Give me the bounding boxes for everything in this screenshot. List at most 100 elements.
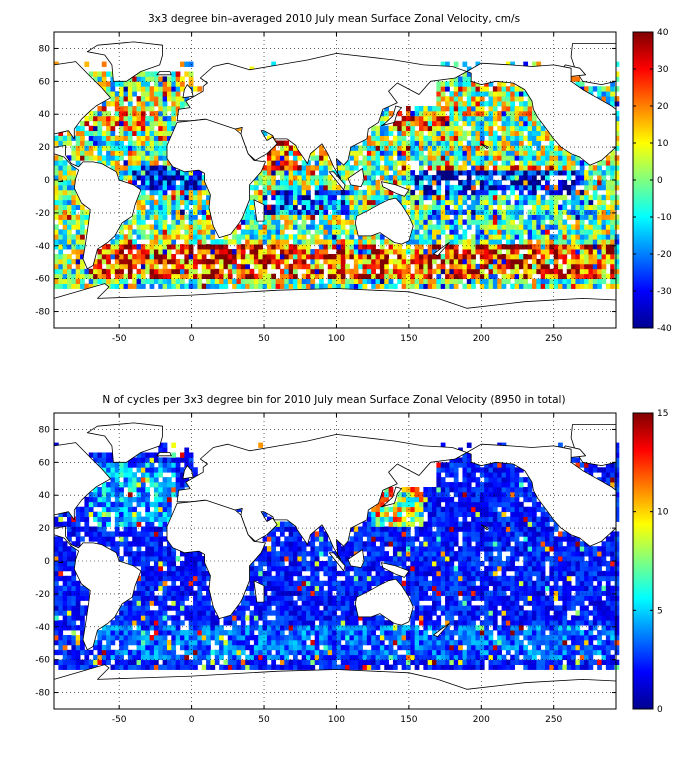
heatmap-cell	[275, 664, 281, 670]
heatmap-cell	[171, 635, 177, 641]
heatmap-cell	[75, 585, 81, 591]
heatmap-cell	[249, 249, 255, 255]
heatmap-cell	[101, 130, 107, 136]
heatmap-cell	[145, 268, 150, 275]
heatmap-cell	[401, 140, 407, 146]
heatmap-cell	[475, 239, 481, 245]
heatmap-cell	[553, 283, 559, 289]
heatmap-cell	[510, 165, 516, 171]
heatmap-cell	[366, 278, 372, 284]
heatmap-cell	[184, 170, 190, 176]
heatmap-cell	[379, 234, 385, 240]
heatmap-cell	[336, 224, 342, 230]
heatmap-cell	[193, 600, 198, 606]
heatmap-cell	[223, 234, 229, 240]
heatmap-cell	[262, 219, 268, 225]
heatmap-cell	[271, 150, 277, 156]
heatmap-cell	[571, 180, 576, 186]
heatmap-cell	[71, 654, 77, 661]
heatmap-cell	[388, 239, 394, 245]
heatmap-cell	[323, 194, 329, 201]
heatmap-cell	[384, 278, 389, 284]
heatmap-cell	[54, 615, 59, 621]
heatmap-cell	[140, 91, 146, 97]
heatmap-cell	[123, 278, 129, 284]
heatmap-cell	[58, 664, 64, 670]
heatmap-cell	[427, 283, 433, 289]
heatmap-cell	[145, 120, 150, 127]
heatmap-cell	[197, 209, 203, 215]
heatmap-cell	[149, 580, 155, 587]
heatmap-cell	[153, 244, 159, 250]
heatmap-cell	[149, 150, 155, 156]
heatmap-cell	[58, 234, 64, 240]
heatmap-cell	[136, 501, 142, 508]
heatmap-cell	[249, 654, 255, 661]
heatmap-cell	[597, 254, 602, 260]
heatmap-cell	[479, 155, 485, 161]
heatmap-cell	[336, 214, 342, 220]
heatmap-cell	[145, 610, 150, 616]
heatmap-cell	[210, 630, 216, 636]
heatmap-cell	[379, 135, 385, 141]
heatmap-cell	[127, 140, 133, 146]
heatmap-cell	[127, 91, 133, 97]
coastline	[53, 61, 111, 140]
heatmap-cell	[158, 244, 164, 250]
heatmap-cell	[392, 258, 398, 265]
heatmap-cell	[501, 229, 507, 235]
heatmap-cell	[401, 130, 407, 136]
heatmap-cell	[54, 135, 59, 141]
heatmap-cell	[140, 639, 146, 646]
heatmap-cell	[153, 649, 159, 656]
heatmap-cell	[284, 268, 290, 275]
heatmap-cell	[475, 140, 481, 146]
heatmap-cell	[562, 278, 568, 284]
heatmap-cell	[518, 258, 524, 265]
heatmap-cell	[566, 184, 572, 191]
heatmap-cell	[175, 278, 181, 284]
heatmap-cell	[579, 283, 585, 289]
heatmap-cell	[153, 219, 159, 225]
heatmap-cell	[158, 214, 164, 220]
heatmap-cell	[592, 180, 598, 186]
heatmap-cell	[523, 91, 529, 97]
heatmap-cell	[136, 457, 142, 463]
heatmap-cell	[162, 110, 168, 117]
heatmap-cell	[284, 239, 290, 245]
heatmap-cell	[297, 239, 303, 245]
heatmap-cell	[149, 278, 155, 284]
heatmap-cell	[171, 442, 177, 448]
coastline	[253, 199, 265, 222]
heatmap-cell	[97, 516, 103, 522]
heatmap-cell	[114, 521, 120, 527]
heatmap-cell	[340, 273, 346, 280]
heatmap-cell	[484, 199, 489, 206]
heatmap-cell	[414, 244, 420, 250]
heatmap-cell	[71, 194, 77, 201]
heatmap-cell	[505, 160, 511, 166]
heatmap-cell	[401, 204, 407, 210]
heatmap-cell	[62, 565, 68, 572]
heatmap-cell	[171, 620, 177, 626]
heatmap-cell	[510, 273, 516, 280]
heatmap-cell	[171, 96, 177, 102]
heatmap-cell	[484, 258, 489, 265]
heatmap-cell	[392, 249, 398, 255]
heatmap-cell	[180, 214, 185, 220]
heatmap-cell	[262, 551, 268, 557]
heatmap-cell	[292, 194, 298, 201]
heatmap-cell	[140, 120, 146, 127]
heatmap-cell	[201, 620, 207, 626]
heatmap-cell	[579, 249, 585, 255]
heatmap-cell	[471, 219, 476, 225]
heatmap-cell	[345, 170, 350, 176]
heatmap-cell	[466, 194, 472, 201]
heatmap-cell	[93, 76, 98, 82]
heatmap-cell	[197, 551, 203, 557]
heatmap-cell	[514, 194, 520, 201]
heatmap-cell	[514, 278, 520, 284]
heatmap-cell	[166, 516, 172, 522]
heatmap-cell	[127, 551, 133, 557]
heatmap-cell	[518, 170, 524, 176]
